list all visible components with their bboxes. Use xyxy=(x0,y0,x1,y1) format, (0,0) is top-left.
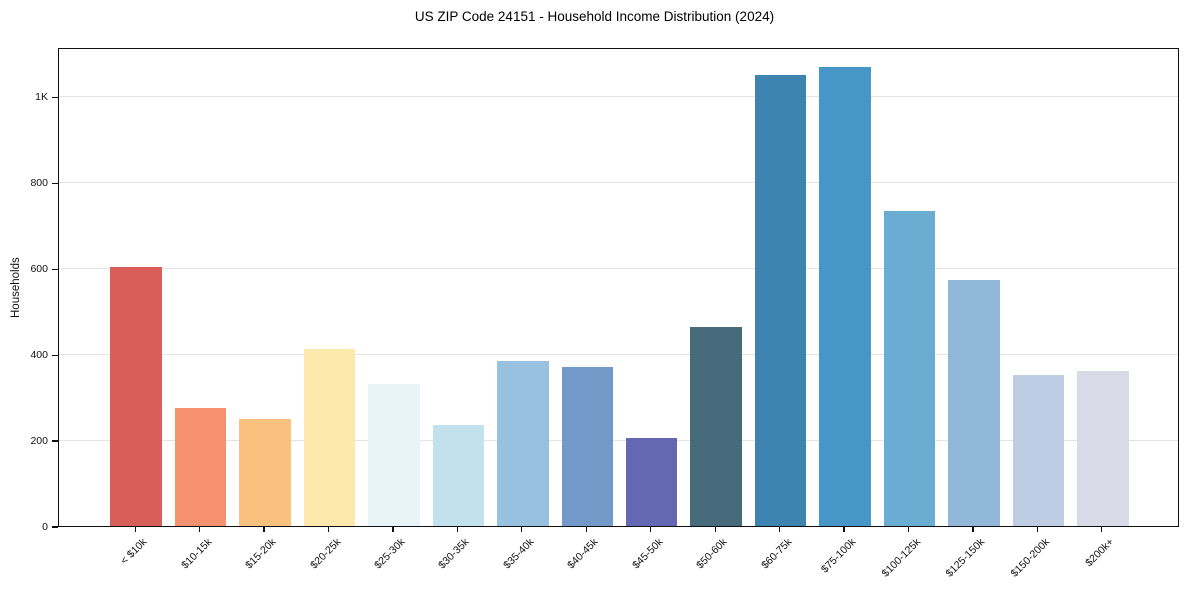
bar-40-45k xyxy=(561,367,614,526)
bar-60-75k xyxy=(754,74,807,526)
y-tick-mark xyxy=(52,268,58,270)
gridline-200 xyxy=(59,439,1178,441)
bar-10-15k xyxy=(174,407,227,526)
y-tick-mark xyxy=(52,96,58,99)
x-tick-label: $25-30k xyxy=(372,536,408,572)
bar-45-50k xyxy=(625,438,678,526)
x-tick-label: $30-35k xyxy=(436,536,472,572)
bar-10k xyxy=(110,267,162,526)
x-tick-label: < $10k xyxy=(118,536,150,567)
x-tick-mark xyxy=(456,527,459,532)
x-tick-mark xyxy=(134,527,136,532)
gridline-800 xyxy=(59,181,1178,183)
x-tick-label: $125-150k xyxy=(943,536,988,580)
bar-75-100k xyxy=(819,67,871,526)
x-tick-label: $50-60k xyxy=(694,536,730,572)
x-tick-label: $10-15k xyxy=(178,536,215,572)
x-tick-mark xyxy=(650,527,652,532)
plot-area xyxy=(58,48,1179,527)
bar-25-30k xyxy=(368,384,420,526)
x-tick-label: $60-75k xyxy=(758,536,795,572)
x-tick-mark xyxy=(972,527,974,532)
x-tick-mark xyxy=(907,527,910,532)
bar-15-20k xyxy=(239,418,291,526)
x-tick-label: $45-50k xyxy=(629,536,666,572)
y-tick-mark xyxy=(52,526,58,528)
x-tick-label: $15-20k xyxy=(243,536,279,572)
y-tick-label: 400 xyxy=(30,349,48,362)
x-tick-mark xyxy=(263,527,265,532)
x-tick-label: $150-200k xyxy=(1008,536,1052,580)
gridline-1000 xyxy=(59,95,1178,97)
bar-35-40k xyxy=(497,360,549,526)
x-tick-label: $100-125k xyxy=(879,536,923,580)
bar-100-125k xyxy=(883,210,936,526)
x-tick-label: $20-25k xyxy=(307,536,344,572)
x-tick-label: $75-100k xyxy=(819,536,859,576)
y-tick-label: 200 xyxy=(30,435,48,448)
x-tick-mark xyxy=(778,527,781,532)
y-axis-label: Households xyxy=(10,257,22,318)
bar-20-25k xyxy=(303,348,356,526)
gridline-600 xyxy=(59,267,1178,269)
bar-30-35k xyxy=(432,425,485,526)
gridline-400 xyxy=(59,353,1178,355)
bar-200k+ xyxy=(1077,371,1129,526)
x-tick-label: $40-45k xyxy=(565,536,601,572)
x-tick-mark xyxy=(392,527,394,532)
y-tick-mark xyxy=(52,182,58,184)
bar-125-150k xyxy=(948,279,1000,526)
y-tick-mark xyxy=(52,440,58,442)
y-tick-mark xyxy=(52,354,58,356)
x-tick-label: $35-40k xyxy=(501,536,537,572)
y-tick-label: 800 xyxy=(30,177,48,190)
y-tick-label: 0 xyxy=(42,521,48,533)
chart-title: US ZIP Code 24151 - Household Income Dis… xyxy=(414,9,775,24)
x-tick-mark xyxy=(714,527,716,532)
x-tick-mark xyxy=(585,527,587,532)
y-tick-label: 1K xyxy=(35,91,48,104)
bar-50-60k xyxy=(690,326,742,526)
bar-150-200k xyxy=(1012,374,1065,526)
x-tick-mark xyxy=(1036,527,1038,532)
x-tick-mark xyxy=(327,527,330,532)
x-tick-mark xyxy=(521,527,523,532)
y-tick-label: 600 xyxy=(30,263,48,276)
x-tick-mark xyxy=(843,527,845,532)
x-tick-mark xyxy=(199,527,201,532)
x-tick-mark xyxy=(1101,527,1103,532)
x-tick-label: $200k+ xyxy=(1083,536,1117,570)
